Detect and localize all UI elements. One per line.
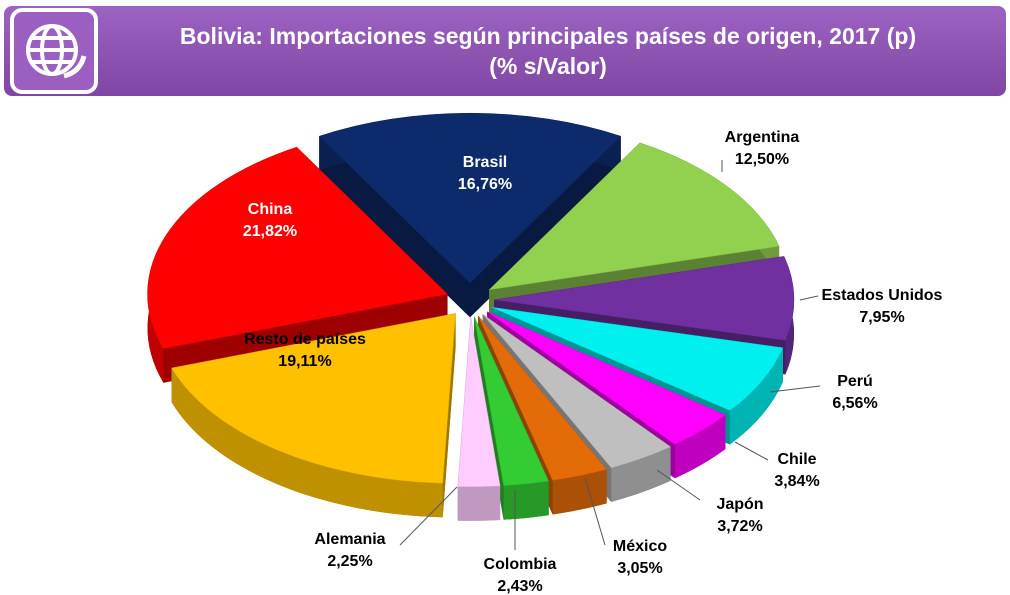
slice-value-label: 3,72% [717, 518, 762, 535]
leader-line [734, 441, 769, 461]
chart-subtitle: (% s/Valor) [489, 53, 607, 79]
slice [488, 142, 780, 291]
slice [477, 315, 608, 481]
slice-value-label: 2,43% [497, 578, 542, 595]
slice-label: China [248, 201, 293, 218]
leader-line [656, 469, 701, 501]
chart-title: Bolivia: Importaciones según principales… [180, 23, 916, 49]
slice-value-label: 16,76% [458, 176, 512, 193]
slice-side [503, 481, 549, 520]
leader-line [799, 295, 819, 301]
slice-label: México [613, 538, 667, 555]
slice-label: Brasil [463, 154, 507, 171]
slice-value-label: 21,82% [243, 223, 297, 240]
slice-side [674, 415, 726, 479]
slice-value-label: 2,25% [327, 553, 372, 570]
slice-side [729, 347, 783, 445]
slice-label: Estados Unidos [822, 287, 943, 304]
slice [491, 307, 784, 411]
slice-label: Japón [716, 496, 763, 513]
leader-line [584, 477, 606, 546]
slice-label: Resto de países [244, 331, 366, 348]
slice [477, 315, 608, 515]
slice [487, 311, 726, 445]
slice [457, 316, 501, 521]
slice-side [171, 368, 443, 518]
header-banner [4, 6, 1006, 96]
slice-side [457, 485, 501, 521]
slice-label: Colombia [484, 556, 557, 573]
globe-icon [26, 24, 87, 79]
slice [318, 112, 622, 284]
slice [457, 316, 501, 488]
slice-label: Alemania [314, 531, 385, 548]
slice-side [552, 469, 607, 515]
slice-side [442, 313, 456, 518]
slice [493, 256, 795, 341]
slice [171, 313, 456, 518]
slice-value-label: 12,50% [735, 151, 789, 168]
slice-side [611, 446, 671, 502]
slice [147, 146, 449, 349]
slice-value-label: 3,05% [617, 560, 662, 577]
slice-value-label: 6,56% [832, 395, 877, 412]
slice-label: Perú [837, 373, 873, 390]
slice [171, 313, 456, 484]
slice [473, 316, 550, 486]
leader-line [769, 385, 821, 393]
slice-label: Argentina [725, 129, 800, 146]
slice-value-label: 19,11% [278, 353, 331, 370]
slice-value-label: 7,95% [859, 309, 904, 326]
slice [482, 314, 672, 469]
leader-line [399, 486, 458, 546]
slice-value-label: 3,84% [774, 473, 819, 490]
slice-side [319, 136, 470, 318]
slice-label: Chile [777, 451, 816, 468]
